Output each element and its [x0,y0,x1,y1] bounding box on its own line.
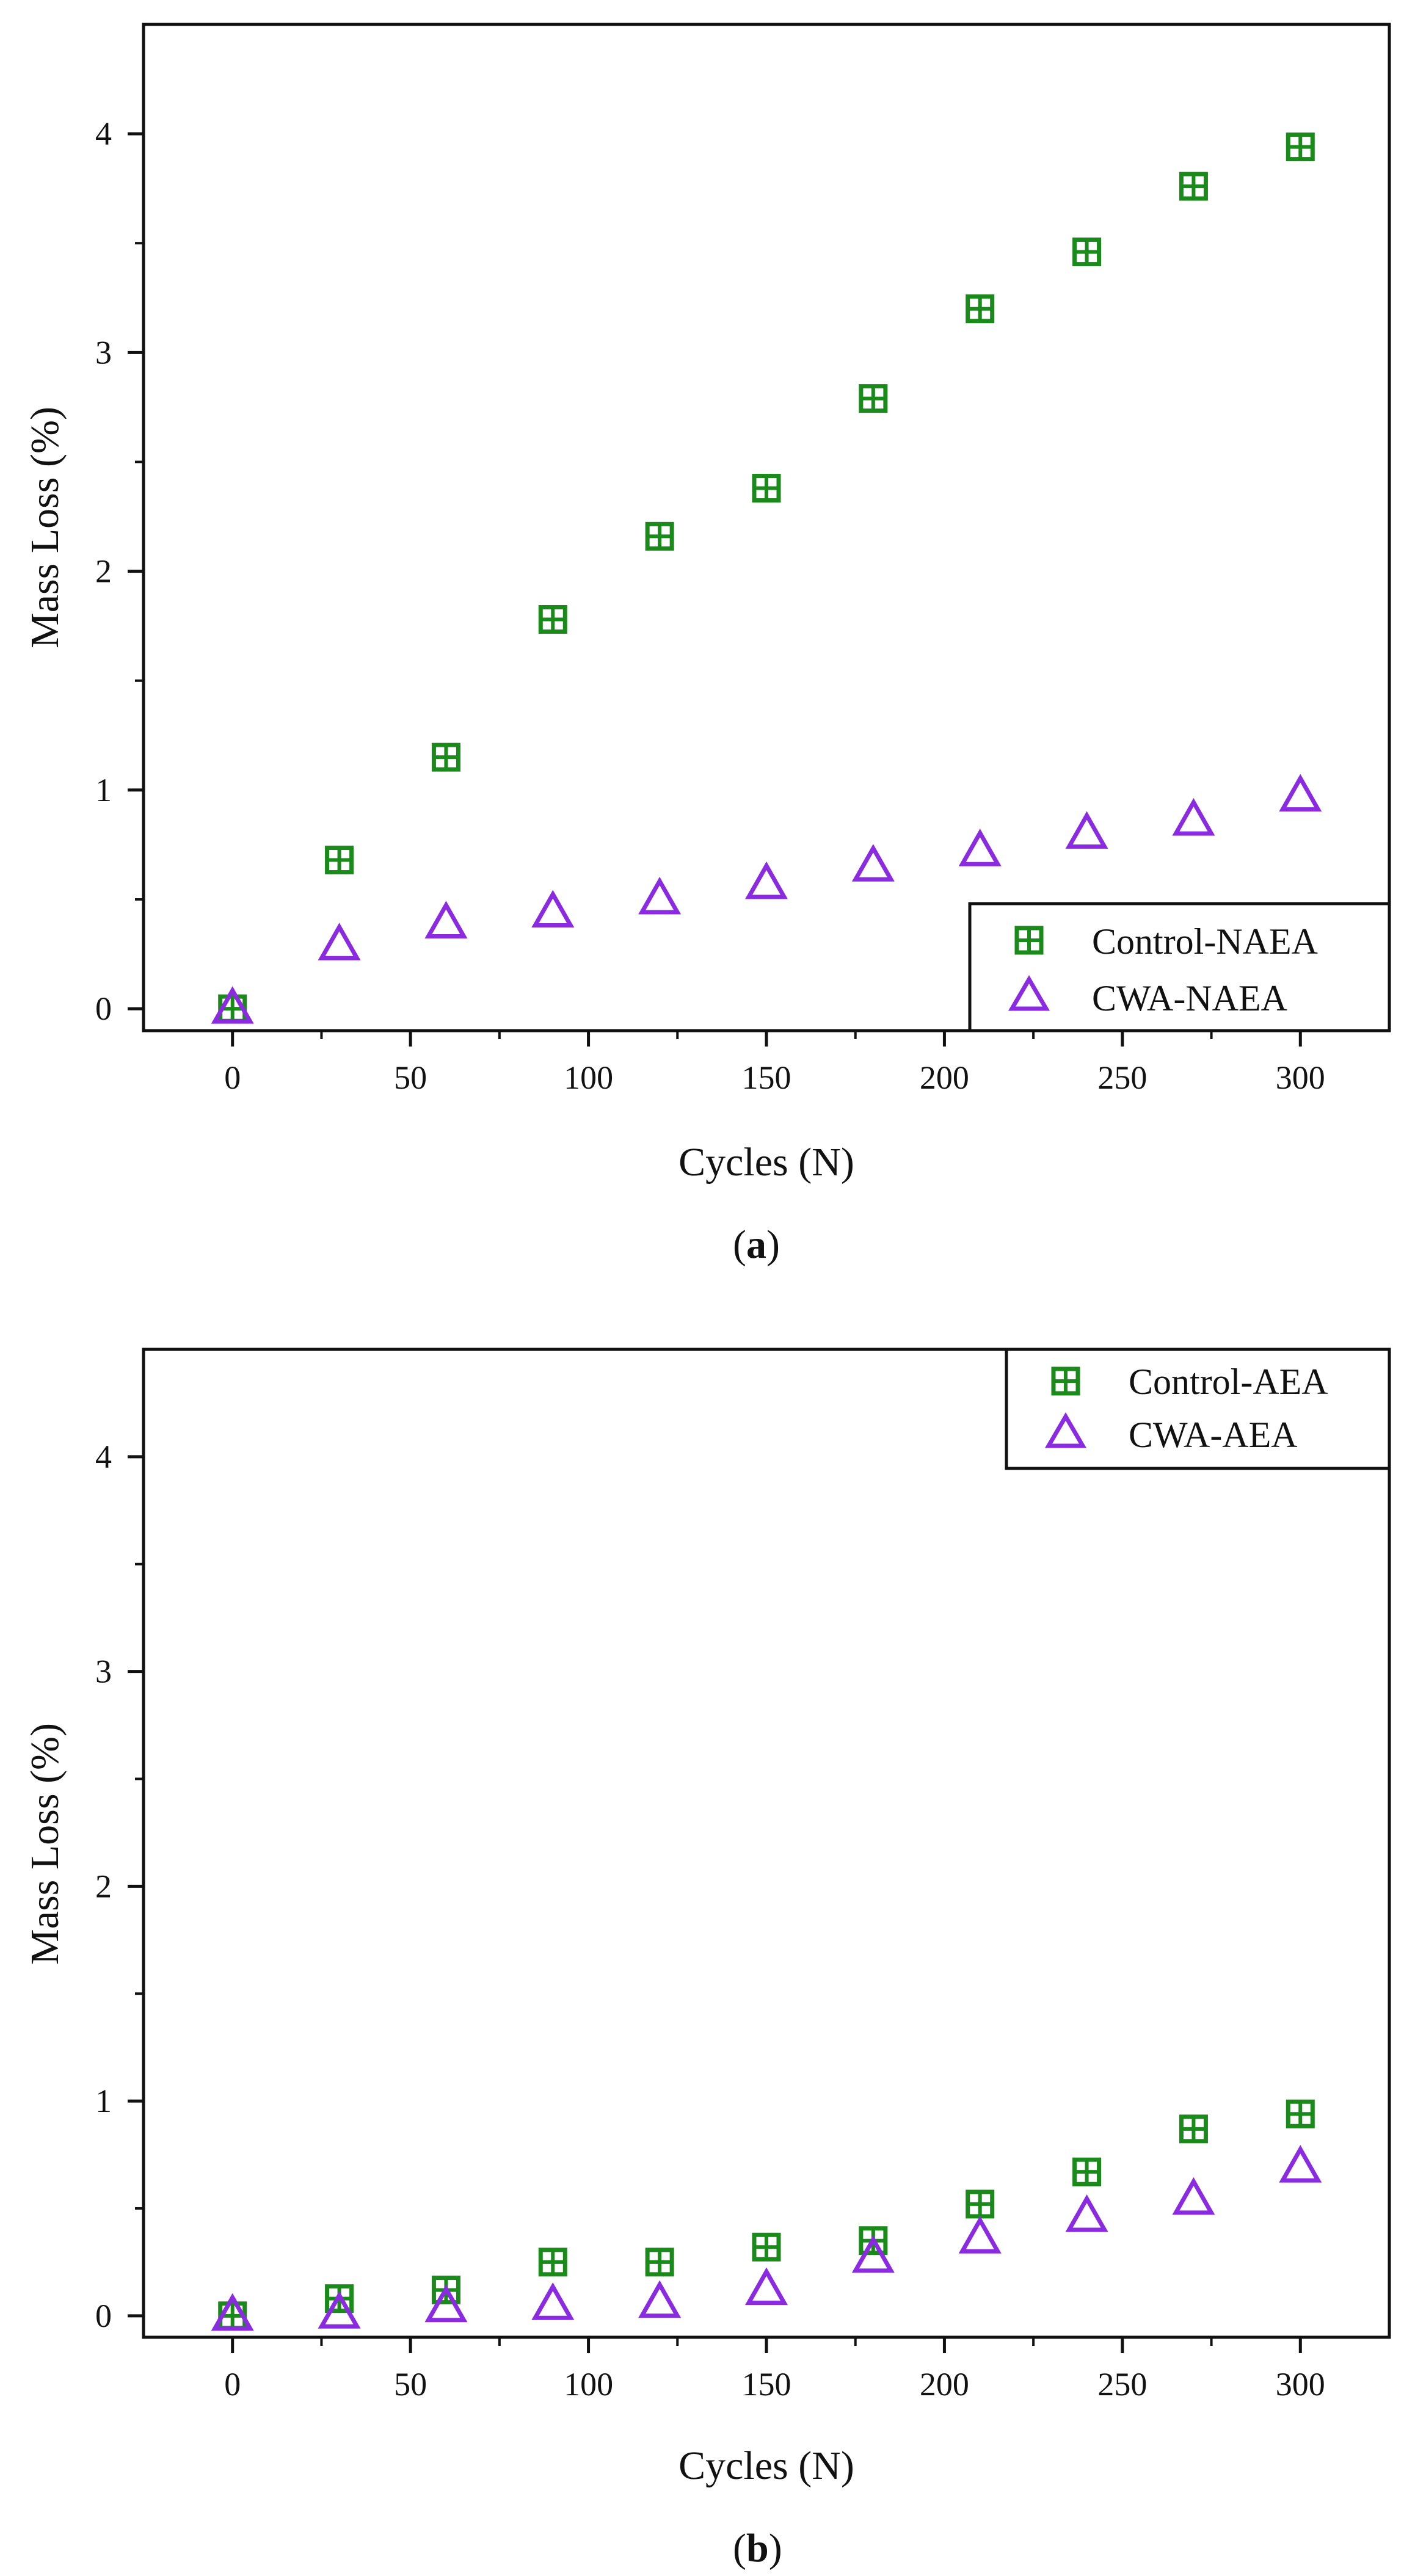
panel-a-point-cwa-naea [1172,797,1215,836]
panel-b-point-cwa-aea [318,2291,361,2329]
panel-b-point-control-aea [1286,2099,1315,2128]
panel-b-legend-marker-cwa [1044,1412,1087,1448]
panel-b-ticks: 0 50 100 150 200 250 300 0 1 2 3 4 [95,1439,1325,2403]
panel-b-point-cwa-aea [211,2293,254,2331]
panel-b-x-tick-label: 250 [1097,2366,1147,2403]
panel-b-point-cwa-aea [1065,2194,1108,2232]
panel-a-x-tick-label: 150 [742,1059,791,1096]
panel-a-point-cwa-naea [531,890,575,928]
panel-a-point-control-naea [645,521,674,551]
panel-b-y-tick-label: 0 [95,2298,112,2334]
panel-b-letter: b [746,2526,769,2571]
panel-a-point-cwa-naea [1279,774,1322,812]
panel-b-legend: Control-AEA CWA-AEA [1005,1348,1391,1470]
panel-a-x-axis-label: Cycles (N) [678,1140,854,1185]
panel-a-point-cwa-naea [318,923,361,960]
panel-a-legend-label-control: Control-NAEA [1092,921,1318,962]
panel-a-caption: (a) [733,1222,780,1267]
panel-a-point-control-naea [1286,132,1315,162]
panel-a-chart: 0 50 100 150 200 250 300 0 1 2 3 4 Cycles (N) Mass … [23,23,1391,1267]
panel-a-y-tick-label: 1 [95,772,112,808]
panel-b-point-control-aea [1072,2157,1102,2186]
panel-b-y-tick-label: 3 [95,1653,112,1690]
panel-b-point-control-aea [752,2232,781,2262]
panel-b-point-control-aea [538,2248,567,2277]
panel-a-ticks: 0 50 100 150 200 250 300 0 1 2 3 4 [95,115,1325,1096]
panel-b-x-tick-label: 200 [920,2366,969,2403]
panel-a-y-tick-label: 2 [95,553,112,590]
panel-a-marks [211,132,1322,1024]
panel-b-point-cwa-aea [851,2235,895,2273]
panel-a-x-tick-label: 0 [224,1059,241,1096]
panel-b-point-cwa-aea [531,2282,575,2320]
panel-a-point-control-naea [431,742,460,772]
panel-b-point-cwa-aea [638,2280,682,2318]
panel-a-y-tick-label: 0 [95,990,112,1027]
panel-b-y-axis-label: Mass Loss (%) [23,1723,67,1965]
panel-a-y-tick-label: 3 [95,334,112,371]
panel-b-legend-label-cwa: CWA-AEA [1129,1415,1298,1455]
panel-a-x-tick-label: 50 [394,1059,427,1096]
panel-a-point-control-naea [538,604,567,634]
panel-b-y-tick-label: 1 [95,2083,112,2119]
panel-b-marks [211,2099,1322,2331]
panel-b-point-control-aea [966,2190,995,2219]
panel-a-point-control-naea [966,294,995,324]
panel-a-legend-marker-control [1014,926,1044,955]
panel-b-point-cwa-aea [1172,2177,1215,2215]
panel-b-chart: 0 50 100 150 200 250 300 0 1 2 3 4 Cycles (N) Mass … [23,1348,1391,2571]
panel-b-x-tick-label: 300 [1276,2366,1325,2403]
panel-a-x-tick-label: 100 [564,1059,613,1096]
panel-b-x-tick-label: 0 [224,2366,241,2403]
panel-a-point-cwa-naea [424,901,468,938]
panel-b-legend-marker-control [1051,1366,1080,1396]
panel-a-legend-label-cwa: CWA-NAEA [1092,978,1287,1018]
panel-b-point-cwa-aea [744,2267,788,2306]
panel-a-legend: Control-NAEA CWA-NAEA [968,902,1391,1032]
panel-b-point-control-aea [645,2248,674,2277]
panel-a-point-cwa-naea [851,844,895,882]
panel-a-point-control-naea [325,846,354,875]
panel-a-point-control-naea [1072,238,1102,267]
panel-b-caption: (b) [733,2526,782,2571]
panel-b-x-axis-label: Cycles (N) [678,2444,854,2488]
panel-b-y-tick-label: 4 [95,1439,112,1475]
panel-b-plot-frame [142,1348,1391,2339]
panel-b-point-cwa-aea [958,2216,1002,2254]
panel-b-x-tick-label: 150 [742,2366,791,2403]
panel-a-letter: a [746,1222,766,1267]
panel-a-x-tick-label: 250 [1097,1059,1147,1096]
panel-a-y-tick-label: 4 [95,115,112,152]
panel-b-legend-label-control: Control-AEA [1129,1362,1328,1402]
panel-a-point-cwa-naea [744,861,788,899]
panel-b-x-tick-label: 50 [394,2366,427,2403]
panel-b-point-cwa-aea [1279,2145,1322,2183]
panel-a-y-axis-label: Mass Loss (%) [23,407,67,648]
panel-a-point-cwa-naea [1065,811,1108,849]
panel-b-x-tick-label: 100 [564,2366,613,2403]
panel-a-x-tick-label: 300 [1276,1059,1325,1096]
panel-a-point-control-naea [859,384,888,413]
panel-b-point-cwa-aea [424,2284,468,2323]
panel-a-point-cwa-naea [211,986,254,1024]
panel-a-point-control-naea [1179,172,1208,201]
panel-a-point-cwa-naea [638,876,682,915]
panel-a-x-tick-label: 200 [920,1059,969,1096]
panel-a-point-control-naea [752,474,781,503]
panel-b-point-control-aea [1179,2114,1208,2144]
panel-a-point-cwa-naea [958,829,1002,866]
panel-b-y-tick-label: 2 [95,1868,112,1904]
panel-a-legend-marker-cwa [1008,975,1050,1011]
